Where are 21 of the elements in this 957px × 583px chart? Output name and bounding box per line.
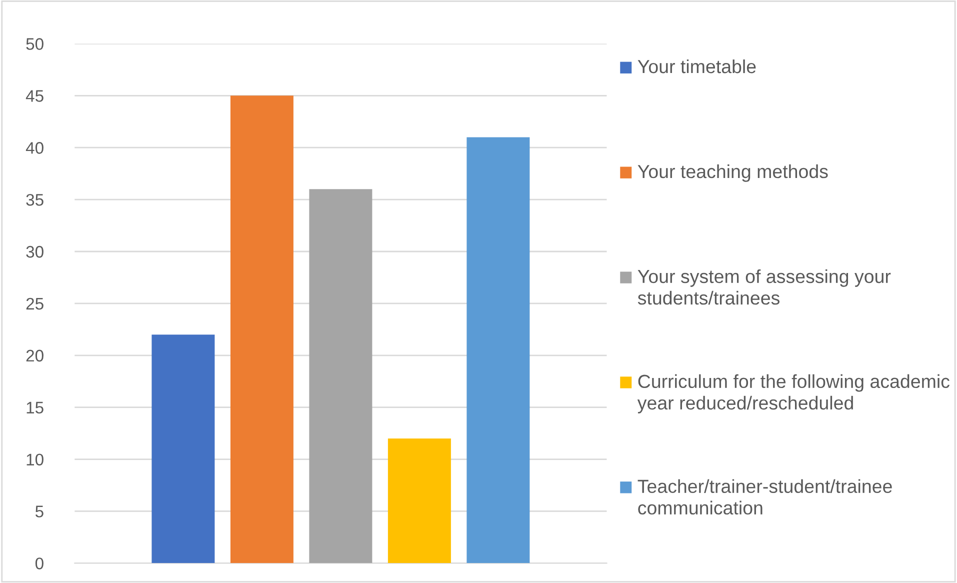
bar — [152, 334, 215, 564]
legend-label: Curriculum for the following academic year reduced/rescheduled — [637, 374, 950, 414]
y-tick-label: 5 — [35, 506, 44, 518]
y-tick-label: 20 — [26, 350, 44, 362]
y-tick-label: 0 — [35, 558, 44, 570]
y-tick-label: 45 — [26, 90, 44, 102]
y-tick-label: 15 — [26, 402, 44, 414]
legend-label: Your system of assessing your students/trainees — [638, 269, 891, 305]
y-tick-label: 35 — [26, 194, 44, 206]
legend-label: Teacher/trainer-student/trainee communication — [638, 479, 892, 515]
y-tick-label: 25 — [26, 298, 44, 310]
bar — [230, 96, 294, 564]
y-tick-label: 40 — [26, 142, 44, 154]
y-tick-label: 30 — [26, 246, 44, 258]
bar — [309, 189, 372, 564]
y-tick-label: 50 — [26, 38, 44, 50]
bar — [466, 137, 530, 564]
legend-label: Your teaching methods — [638, 164, 828, 182]
legend-label: Your timetable — [638, 59, 756, 74]
bar — [388, 438, 451, 564]
y-tick-label: 10 — [26, 454, 44, 466]
